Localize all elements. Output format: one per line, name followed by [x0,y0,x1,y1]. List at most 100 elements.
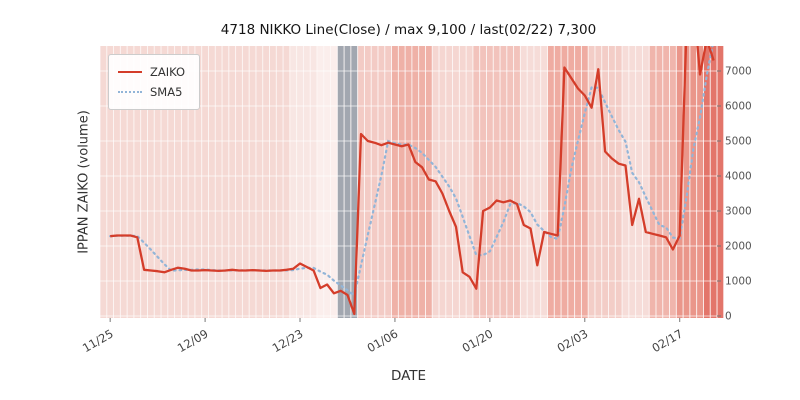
day-band [703,46,710,318]
x-axis-label: DATE [390,368,427,384]
day-band [446,46,453,318]
x-tick-label: 02/03 [555,326,591,355]
day-band [534,46,541,318]
day-band [181,46,188,318]
day-band [683,46,690,318]
background-bands [100,46,724,318]
day-band [100,46,107,318]
day-band [473,46,480,318]
day-band [229,46,236,318]
day-band [649,46,656,318]
day-band [568,46,575,318]
day-band [676,46,683,318]
x-tick-label: 12/09 [175,326,211,355]
day-band [269,46,276,318]
day-band [175,46,181,318]
x-axis: 11/25 12/09 12/23 01/06 01/20 02/03 02/17 [80,318,685,355]
day-band [263,46,270,318]
day-band [581,46,588,318]
day-band [642,46,649,318]
day-band [208,46,215,318]
day-band [242,46,249,318]
y-axis: 0 1000 2000 3000 4000 5000 6000 7000 [717,66,752,323]
day-band [195,46,202,318]
day-band [358,46,364,318]
y-tick-label: 4000 [725,171,752,183]
zaiko-line [110,46,715,316]
day-band [690,46,697,318]
day-band [168,46,175,318]
y-axis-label: IPPAN ZAIKO (volume) [76,110,92,254]
day-band [520,46,527,318]
day-band [439,46,446,318]
day-band [317,46,324,318]
x-tick-label: 01/06 [365,326,401,355]
day-band [547,46,554,318]
day-band [669,46,676,318]
day-band [514,46,520,318]
day-band [608,46,615,318]
day-band [202,46,209,318]
day-band [466,46,473,318]
legend: ZAIKO SMA5 [108,54,201,110]
y-tick-label: 6000 [725,101,752,113]
day-band [561,46,568,318]
day-band [541,46,548,318]
day-band [697,46,703,318]
day-band [154,46,161,318]
day-band [188,46,195,318]
day-band [656,46,663,318]
day-band [283,46,290,318]
day-band [147,46,154,318]
day-band [459,46,466,318]
day-band [500,46,507,318]
day-band [364,46,371,318]
y-tick-label: 2000 [725,241,752,253]
day-band [615,46,622,318]
day-band [120,46,127,318]
day-band [215,46,222,318]
legend-item-zaiko: ZAIKO [118,62,185,82]
day-band [588,46,595,318]
legend-item-sma5: SMA5 [118,82,185,102]
day-band [595,46,602,318]
x-tick-label: 12/23 [270,326,306,355]
day-band [419,46,425,318]
day-band [554,46,561,318]
day-band [493,46,500,318]
y-tick-label: 7000 [725,66,752,78]
day-band [114,46,120,318]
day-band [127,46,134,318]
day-band [602,46,609,318]
day-band [290,46,297,318]
day-band [134,46,141,318]
day-band [141,46,148,318]
legend-label-sma5: SMA5 [150,85,183,99]
day-band [378,46,385,318]
day-band [351,46,358,318]
sma5-line-sample-icon [118,91,142,93]
y-tick-label: 3000 [725,206,752,218]
legend-label-zaiko: ZAIKO [150,65,186,79]
day-band [297,46,303,318]
day-band [527,46,534,318]
day-band [663,46,670,318]
day-band [507,46,514,318]
day-band [330,46,337,318]
day-band [480,46,487,318]
day-band [222,46,229,318]
day-band [717,46,724,318]
chart-title: 4718 NIKKO Line(Close) / max 9,100 / las… [220,22,597,38]
sma5-line [109,46,714,298]
day-band [303,46,310,318]
day-band [337,46,344,318]
x-tick-label: 01/20 [460,326,496,355]
series-lines [109,46,715,316]
zaiko-line-sample-icon [118,71,142,73]
day-band [405,46,412,318]
day-band [453,46,459,318]
day-band [486,46,493,318]
day-band [575,46,581,318]
x-tick-label: 02/17 [649,326,685,355]
